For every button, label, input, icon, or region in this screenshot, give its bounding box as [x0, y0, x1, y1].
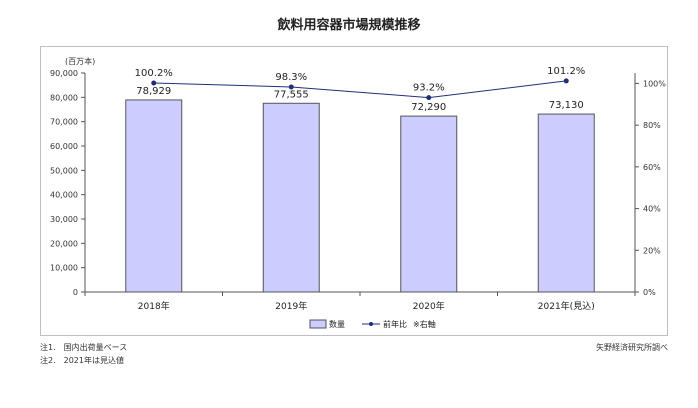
note-2: 注2. 2021年は見込値 [40, 356, 124, 365]
x-tick-label: 2020年 [413, 300, 445, 312]
y-tick-label: 20,000 [50, 239, 78, 248]
y-tick-label: 40,000 [50, 191, 78, 200]
x-tick-label: 2021年(見込) [538, 300, 595, 312]
y2-tick-label: 40% [643, 205, 661, 214]
legend-line-marker [369, 322, 373, 326]
legend-note: ※右軸 [413, 319, 436, 329]
y2-tick-label: 60% [643, 163, 661, 172]
y-tick-label: 90,000 [50, 69, 78, 78]
y-tick-label: 30,000 [50, 215, 78, 224]
note-1: 注1. 国内出荷量ベース [40, 343, 128, 352]
y-tick-label: 80,000 [50, 93, 78, 102]
legend-line-label: 前年比 [383, 319, 407, 329]
bar [262, 102, 320, 293]
y2-tick-label: 0% [643, 288, 656, 297]
y-tick-label: 10,000 [50, 264, 78, 273]
bar-value-label: 73,130 [549, 100, 584, 111]
x-tick-label: 2018年 [138, 300, 170, 312]
bar-value-label: 77,555 [274, 89, 309, 100]
y-tick-label: 0 [73, 288, 78, 297]
source-note: 矢野経済研究所調べ [596, 343, 668, 352]
bar [400, 115, 458, 293]
y-tick-label: 50,000 [50, 166, 78, 175]
y2-tick-label: 100% [643, 79, 666, 88]
chart-title: 飲料用容器市場規模推移 [277, 18, 421, 33]
line-point [288, 84, 294, 90]
bar [537, 113, 595, 293]
line-point [563, 78, 569, 84]
line-point [151, 80, 157, 86]
legend-bar-label: 数量 [329, 319, 345, 329]
y-tick-label: 70,000 [50, 118, 78, 127]
y2-tick-label: 20% [643, 246, 661, 255]
x-tick-label: 2019年 [275, 300, 307, 312]
line-value-label: 101.2% [547, 66, 585, 77]
y2-tick-label: 80% [643, 121, 661, 130]
chart-frame [40, 46, 668, 336]
bar-value-label: 72,290 [411, 102, 446, 113]
legend-bar-swatch [309, 319, 327, 329]
series-line-yoy [153, 80, 567, 99]
line-value-label: 93.2% [413, 83, 445, 94]
line-point [426, 95, 432, 101]
y-tick-label: 60,000 [50, 142, 78, 151]
bar-value-label: 78,929 [136, 86, 171, 97]
y-axis-unit: (百万本) [65, 56, 95, 66]
line-value-label: 98.3% [275, 72, 307, 83]
bar [125, 99, 183, 293]
line-value-label: 100.2% [135, 68, 173, 79]
